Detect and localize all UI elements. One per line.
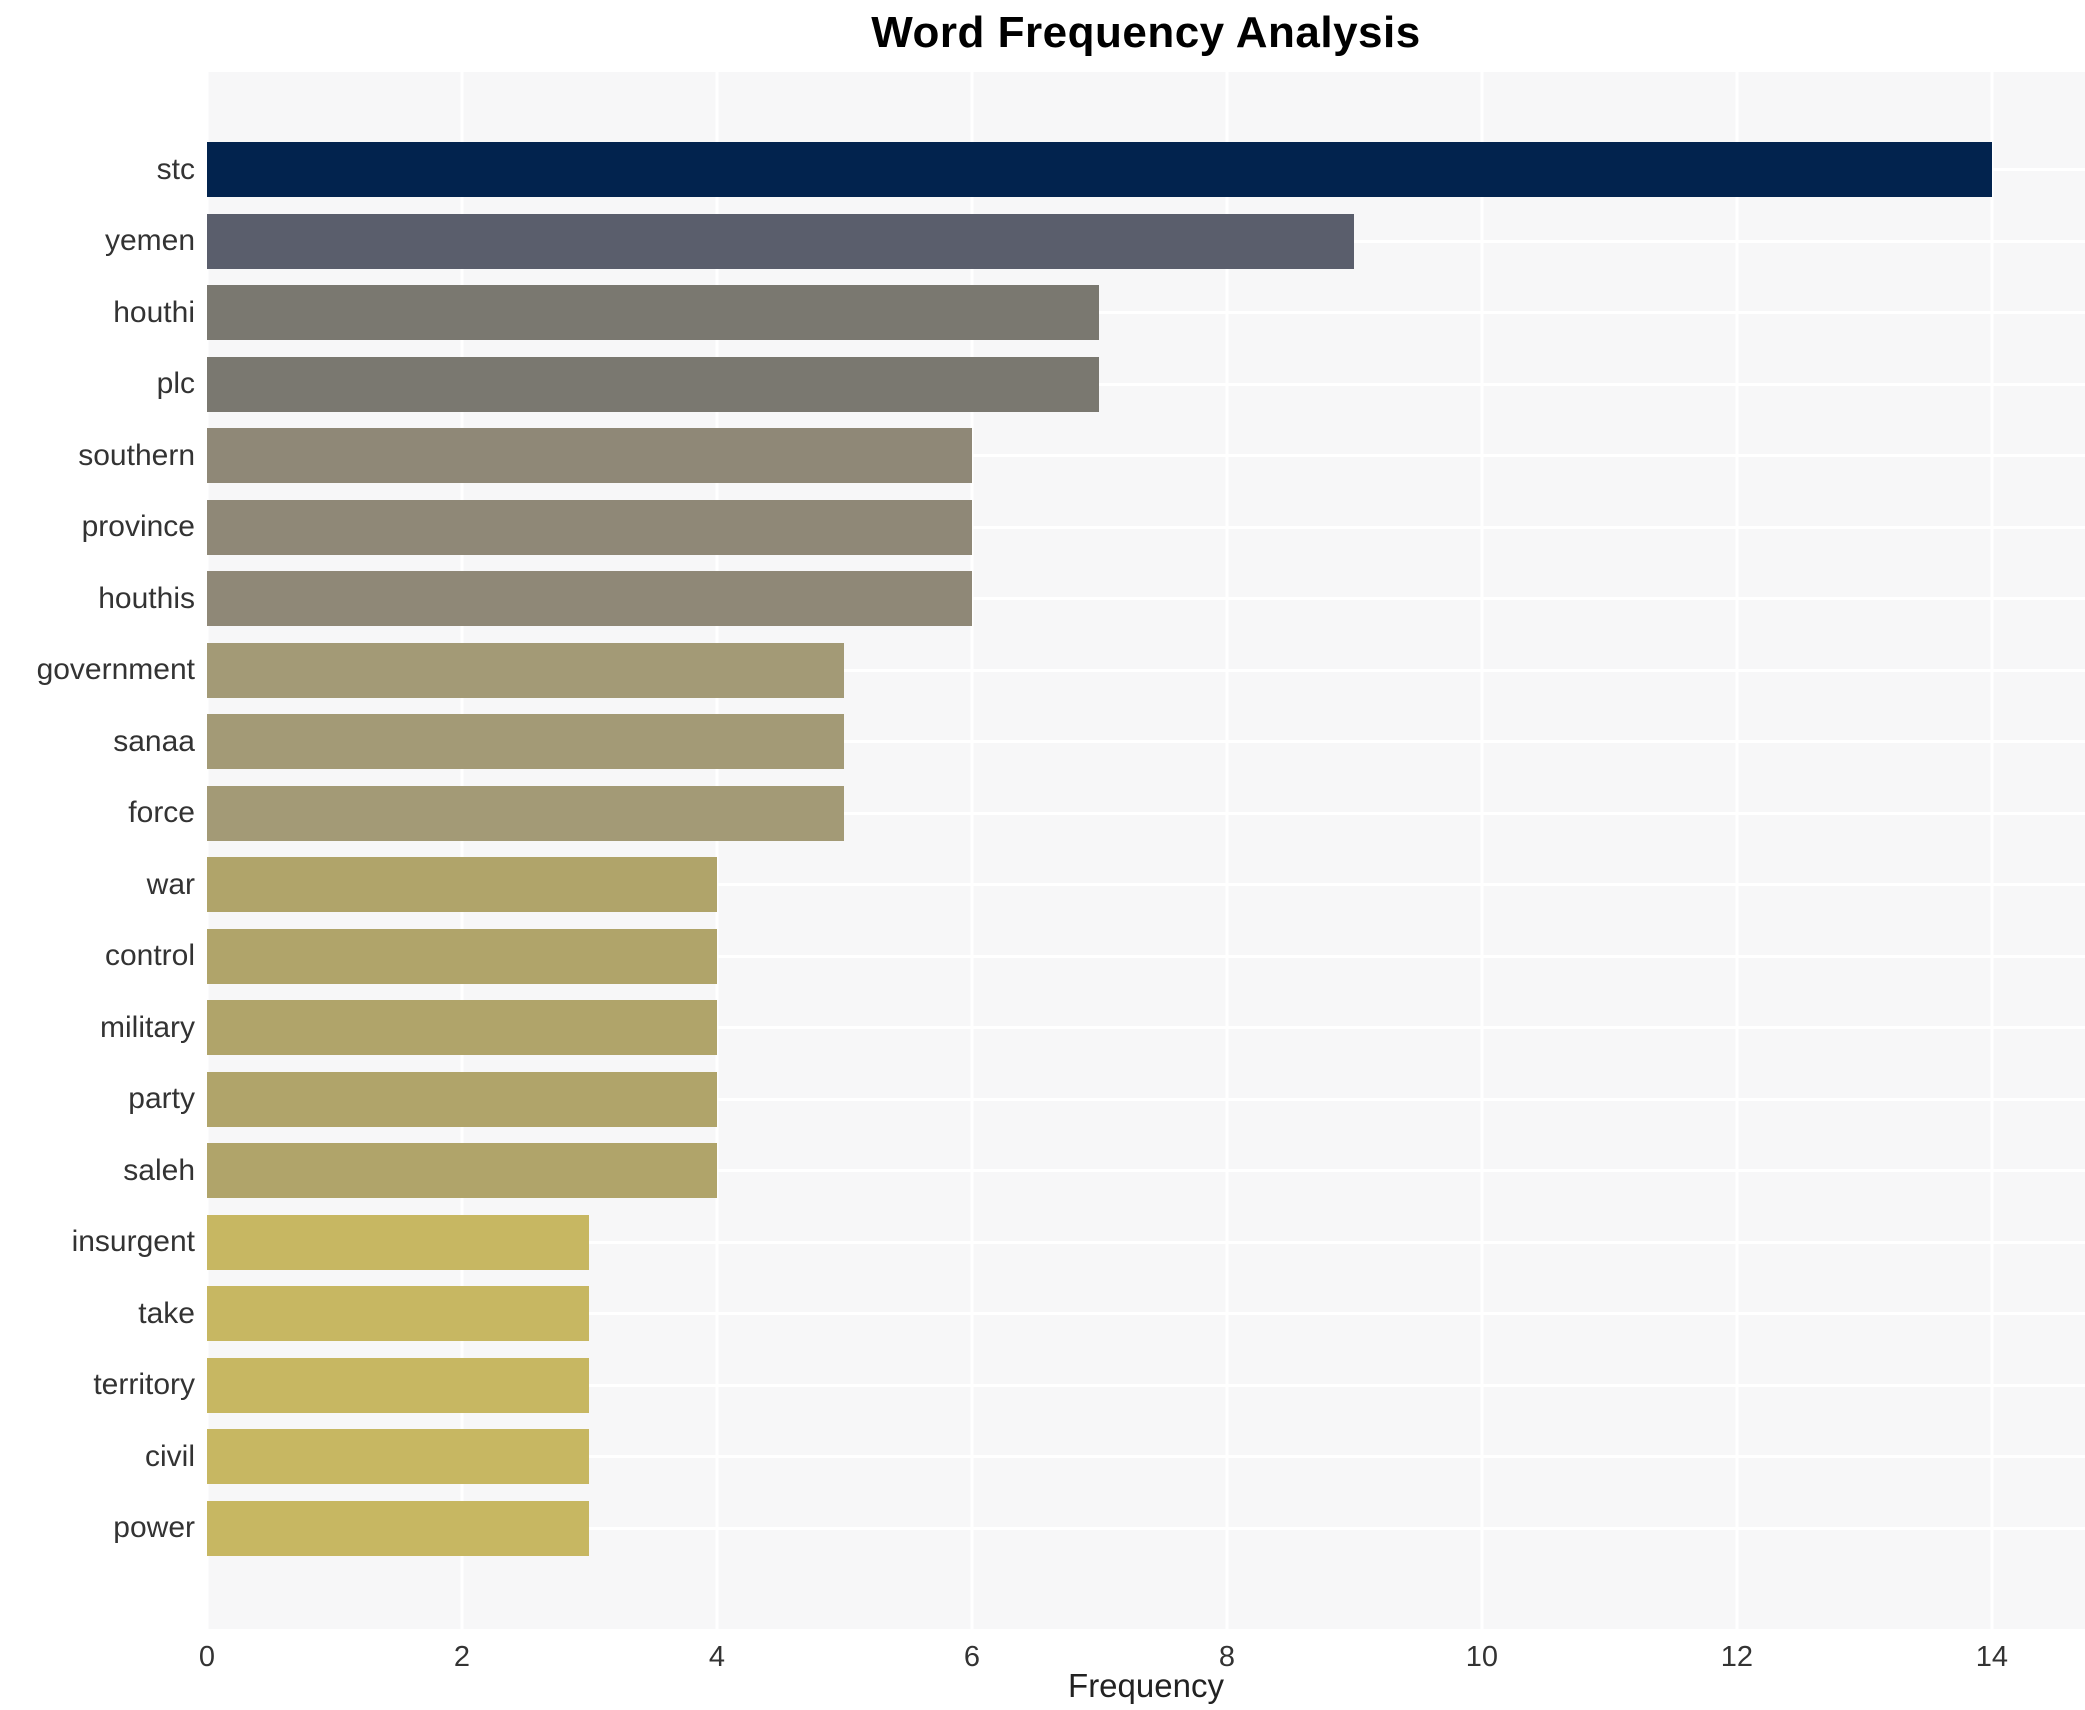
y-tick-label: take [138,1296,195,1330]
bar-yemen [207,213,1355,269]
y-tick-label: control [104,939,195,972]
y-tick-label: yemen [104,224,195,257]
y-gridline [207,1383,2085,1387]
y-tick-label: plc [156,367,195,400]
y-tick-label: power [113,1511,195,1544]
x-gridline [1990,72,1994,1629]
y-tick-label: civil [145,1439,195,1473]
x-gridline [715,72,719,1629]
x-gridline [970,72,974,1629]
y-gridline [207,883,2085,886]
x-tick-label: 12 [1720,1641,1754,1673]
bar-sanaa [207,714,845,769]
y-tick-label: war [146,867,195,901]
bar-government [207,642,845,698]
y-gridline [207,597,2085,600]
x-tick-label: 10 [1465,1641,1499,1673]
x-gridline [205,72,209,1629]
y-gridline [207,525,2085,529]
bar-power [207,1500,590,1556]
y-tick-label: military [100,1010,195,1044]
x-tick-label: 2 [453,1641,471,1673]
x-gridline [460,72,464,1629]
x-gridline [1735,72,1739,1629]
bar-houthis [207,571,972,626]
bar-southern [207,428,972,483]
x-tick-label: 14 [1975,1641,2009,1673]
y-gridline [207,1312,2085,1315]
bar-territory [207,1357,590,1413]
y-gridline [207,311,2085,314]
bar-force [207,785,845,841]
y-gridline [207,740,2085,743]
bar-party [207,1071,717,1127]
y-tick-label: sanaa [113,724,195,758]
bar-civil [207,1429,590,1484]
y-gridline [207,811,2085,815]
y-gridline [207,382,2085,386]
y-tick-label: stc [156,152,195,186]
bar-war [207,857,717,912]
bar-houthi [207,285,1100,340]
bar-take [207,1286,590,1341]
y-tick-label: insurgent [71,1225,195,1258]
plot-area [205,72,2085,1629]
x-gridline [1225,72,1229,1629]
y-gridline [207,454,2085,457]
y-tick-label: houthis [98,581,195,615]
x-gridline [1480,72,1484,1629]
y-tick-label: province [81,510,195,543]
bar-insurgent [207,1214,590,1270]
x-tick-label: 0 [198,1641,216,1673]
y-gridline [207,1240,2085,1244]
y-gridline [207,1455,2085,1458]
y-tick-label: force [128,796,195,829]
x-tick-label: 4 [708,1641,726,1673]
y-tick-label: party [128,1082,195,1115]
x-axis-label: Frequency [1068,1667,1224,1704]
y-gridline [207,1526,2085,1530]
bar-plc [207,356,1100,412]
y-tick-label: saleh [123,1153,195,1187]
bar-saleh [207,1143,717,1198]
x-tick-label: 6 [963,1641,981,1673]
bar-control [207,928,717,984]
bar-province [207,499,972,555]
y-tick-label: houthi [113,295,195,329]
bar-stc [207,142,1992,197]
y-gridline [207,668,2085,672]
y-gridline [207,1097,2085,1101]
y-tick-label: southern [78,438,195,472]
y-gridline [207,954,2085,958]
chart-title: Word Frequency Analysis [871,8,1421,57]
y-gridline [207,1169,2085,1172]
y-gridline [207,1026,2085,1029]
bar-military [207,1000,717,1055]
y-tick-label: government [36,653,195,686]
x-tick-label: 8 [1218,1641,1236,1673]
y-tick-label: territory [93,1368,195,1401]
